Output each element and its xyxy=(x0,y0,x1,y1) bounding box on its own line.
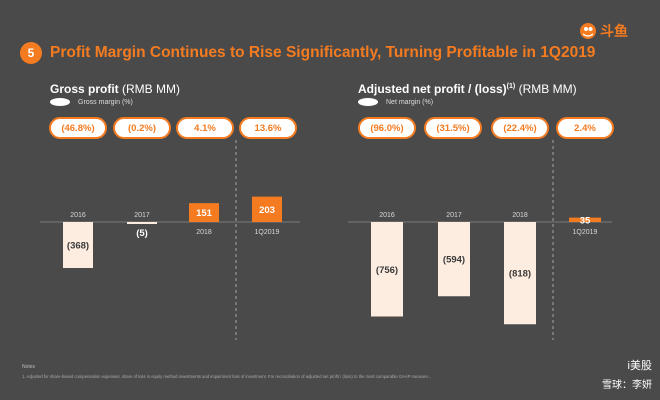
legend-label: Gross margin (%) xyxy=(78,98,133,106)
net-profit-title: Adjusted net profit / (loss)(1) (RMB MM) xyxy=(358,82,577,96)
category-label: 2017 xyxy=(446,212,462,219)
douyu-logo: 斗鱼 xyxy=(580,23,628,39)
bar xyxy=(63,222,93,268)
bar xyxy=(127,222,157,224)
gross-margin-legend: Gross margin (%) xyxy=(50,98,133,106)
category-label: 2018 xyxy=(196,229,212,236)
page-title: Profit Margin Continues to Rise Signific… xyxy=(50,44,596,61)
margin-pill: (22.4%) xyxy=(491,117,549,139)
category-label: 1Q2019 xyxy=(573,229,598,236)
bar xyxy=(189,203,219,222)
margin-pill: 2.4% xyxy=(556,117,614,139)
margin-pill: (0.2%) xyxy=(113,117,171,139)
watermark: i美股 雪球：李妍 xyxy=(528,356,652,392)
data-label: 35 xyxy=(580,215,591,226)
data-label: (368) xyxy=(67,241,89,252)
bar xyxy=(569,217,601,222)
data-label: (818) xyxy=(509,269,531,280)
data-label: (5) xyxy=(136,228,148,239)
data-label: (594) xyxy=(443,255,465,266)
category-label: 2018 xyxy=(512,212,528,219)
gross-profit-title: Gross profit (RMB MM) xyxy=(50,82,180,96)
category-label: 2016 xyxy=(379,212,395,219)
margin-pill: (96.0%) xyxy=(358,117,416,139)
logo-text: 斗鱼 xyxy=(600,23,628,39)
data-label: 151 xyxy=(196,208,213,219)
margin-pill: (31.5%) xyxy=(424,117,482,139)
margin-pill: 4.1% xyxy=(176,117,234,139)
gross-profit-unit: (RMB MM) xyxy=(122,82,180,96)
legend-swatch xyxy=(50,98,70,106)
bar xyxy=(371,222,403,317)
net-profit-footnote-ref: (1) xyxy=(506,83,516,90)
section-number-badge: 5 xyxy=(20,42,42,64)
bar xyxy=(504,222,536,325)
margin-pill: (46.8%) xyxy=(49,117,107,139)
data-label: 203 xyxy=(259,205,275,216)
net-margin-legend: Net margin (%) xyxy=(358,98,433,106)
net-profit-unit: (RMB MM) xyxy=(518,82,577,96)
net-profit-title-text: Adjusted net profit / (loss) xyxy=(358,82,507,96)
data-label: (756) xyxy=(376,265,398,276)
margin-pill: 13.6% xyxy=(239,117,297,139)
gross-profit-title-text: Gross profit xyxy=(50,82,119,96)
bar xyxy=(438,222,470,297)
watermark-line2: 雪球：李妍 xyxy=(602,380,652,391)
notes-text: 1. Adjusted for share-based compensation… xyxy=(22,374,432,379)
watermark-line1: i美股 xyxy=(627,360,652,372)
category-label: 2016 xyxy=(70,212,86,219)
notes-label: Notes xyxy=(22,364,36,370)
category-label: 2017 xyxy=(134,212,150,219)
bar xyxy=(252,196,282,222)
legend-swatch xyxy=(358,98,378,106)
logo-mascot-icon xyxy=(580,23,596,39)
legend-label: Net margin (%) xyxy=(386,98,434,106)
category-label: 1Q2019 xyxy=(255,229,280,236)
